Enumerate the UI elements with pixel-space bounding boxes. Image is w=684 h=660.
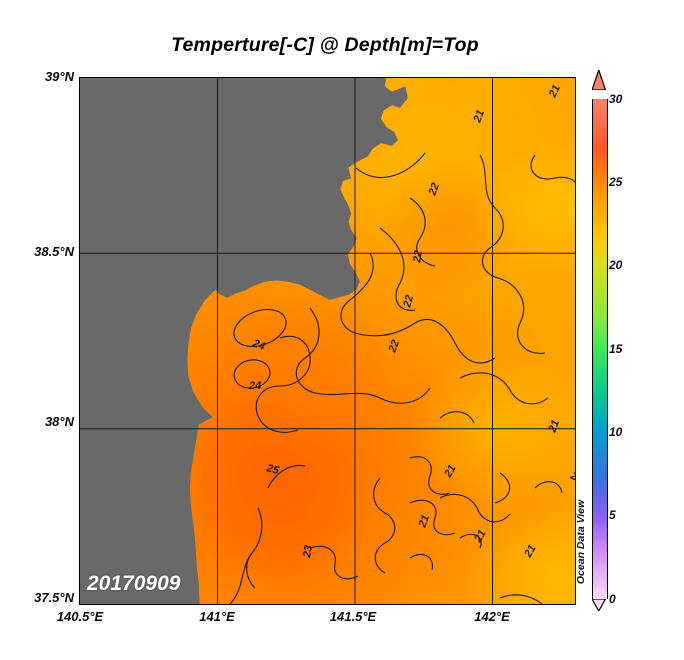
svg-text:22: 22 bbox=[411, 249, 425, 264]
svg-text:23: 23 bbox=[301, 544, 315, 559]
svg-text:24: 24 bbox=[248, 380, 261, 392]
